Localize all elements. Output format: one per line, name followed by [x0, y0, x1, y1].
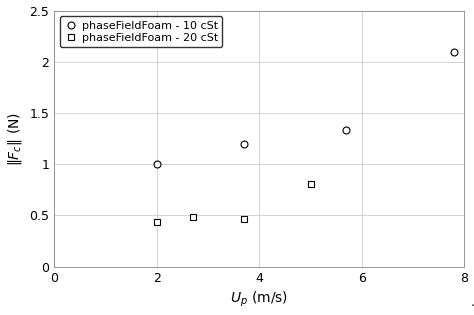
phaseFieldFoam - 10 cSt: [344, 129, 349, 132]
Legend: phaseFieldFoam - 10 cSt, phaseFieldFoam - 20 cSt: phaseFieldFoam - 10 cSt, phaseFieldFoam …: [60, 16, 222, 47]
X-axis label: $U_p$ (m/s): $U_p$ (m/s): [230, 290, 288, 309]
phaseFieldFoam - 10 cSt: [154, 162, 159, 166]
phaseFieldFoam - 20 cSt: [190, 215, 195, 218]
Line: phaseFieldFoam - 20 cSt: phaseFieldFoam - 20 cSt: [153, 180, 314, 225]
phaseFieldFoam - 20 cSt: [241, 217, 246, 220]
phaseFieldFoam - 20 cSt: [154, 220, 159, 224]
phaseFieldFoam - 20 cSt: [308, 182, 313, 186]
Text: $\cdot10^{-2}$: $\cdot10^{-2}$: [470, 297, 474, 314]
Line: phaseFieldFoam - 10 cSt: phaseFieldFoam - 10 cSt: [153, 48, 458, 168]
phaseFieldFoam - 10 cSt: [451, 50, 457, 54]
Y-axis label: $\|F_c\|$ (N): $\|F_c\|$ (N): [6, 112, 24, 166]
phaseFieldFoam - 10 cSt: [241, 142, 246, 146]
